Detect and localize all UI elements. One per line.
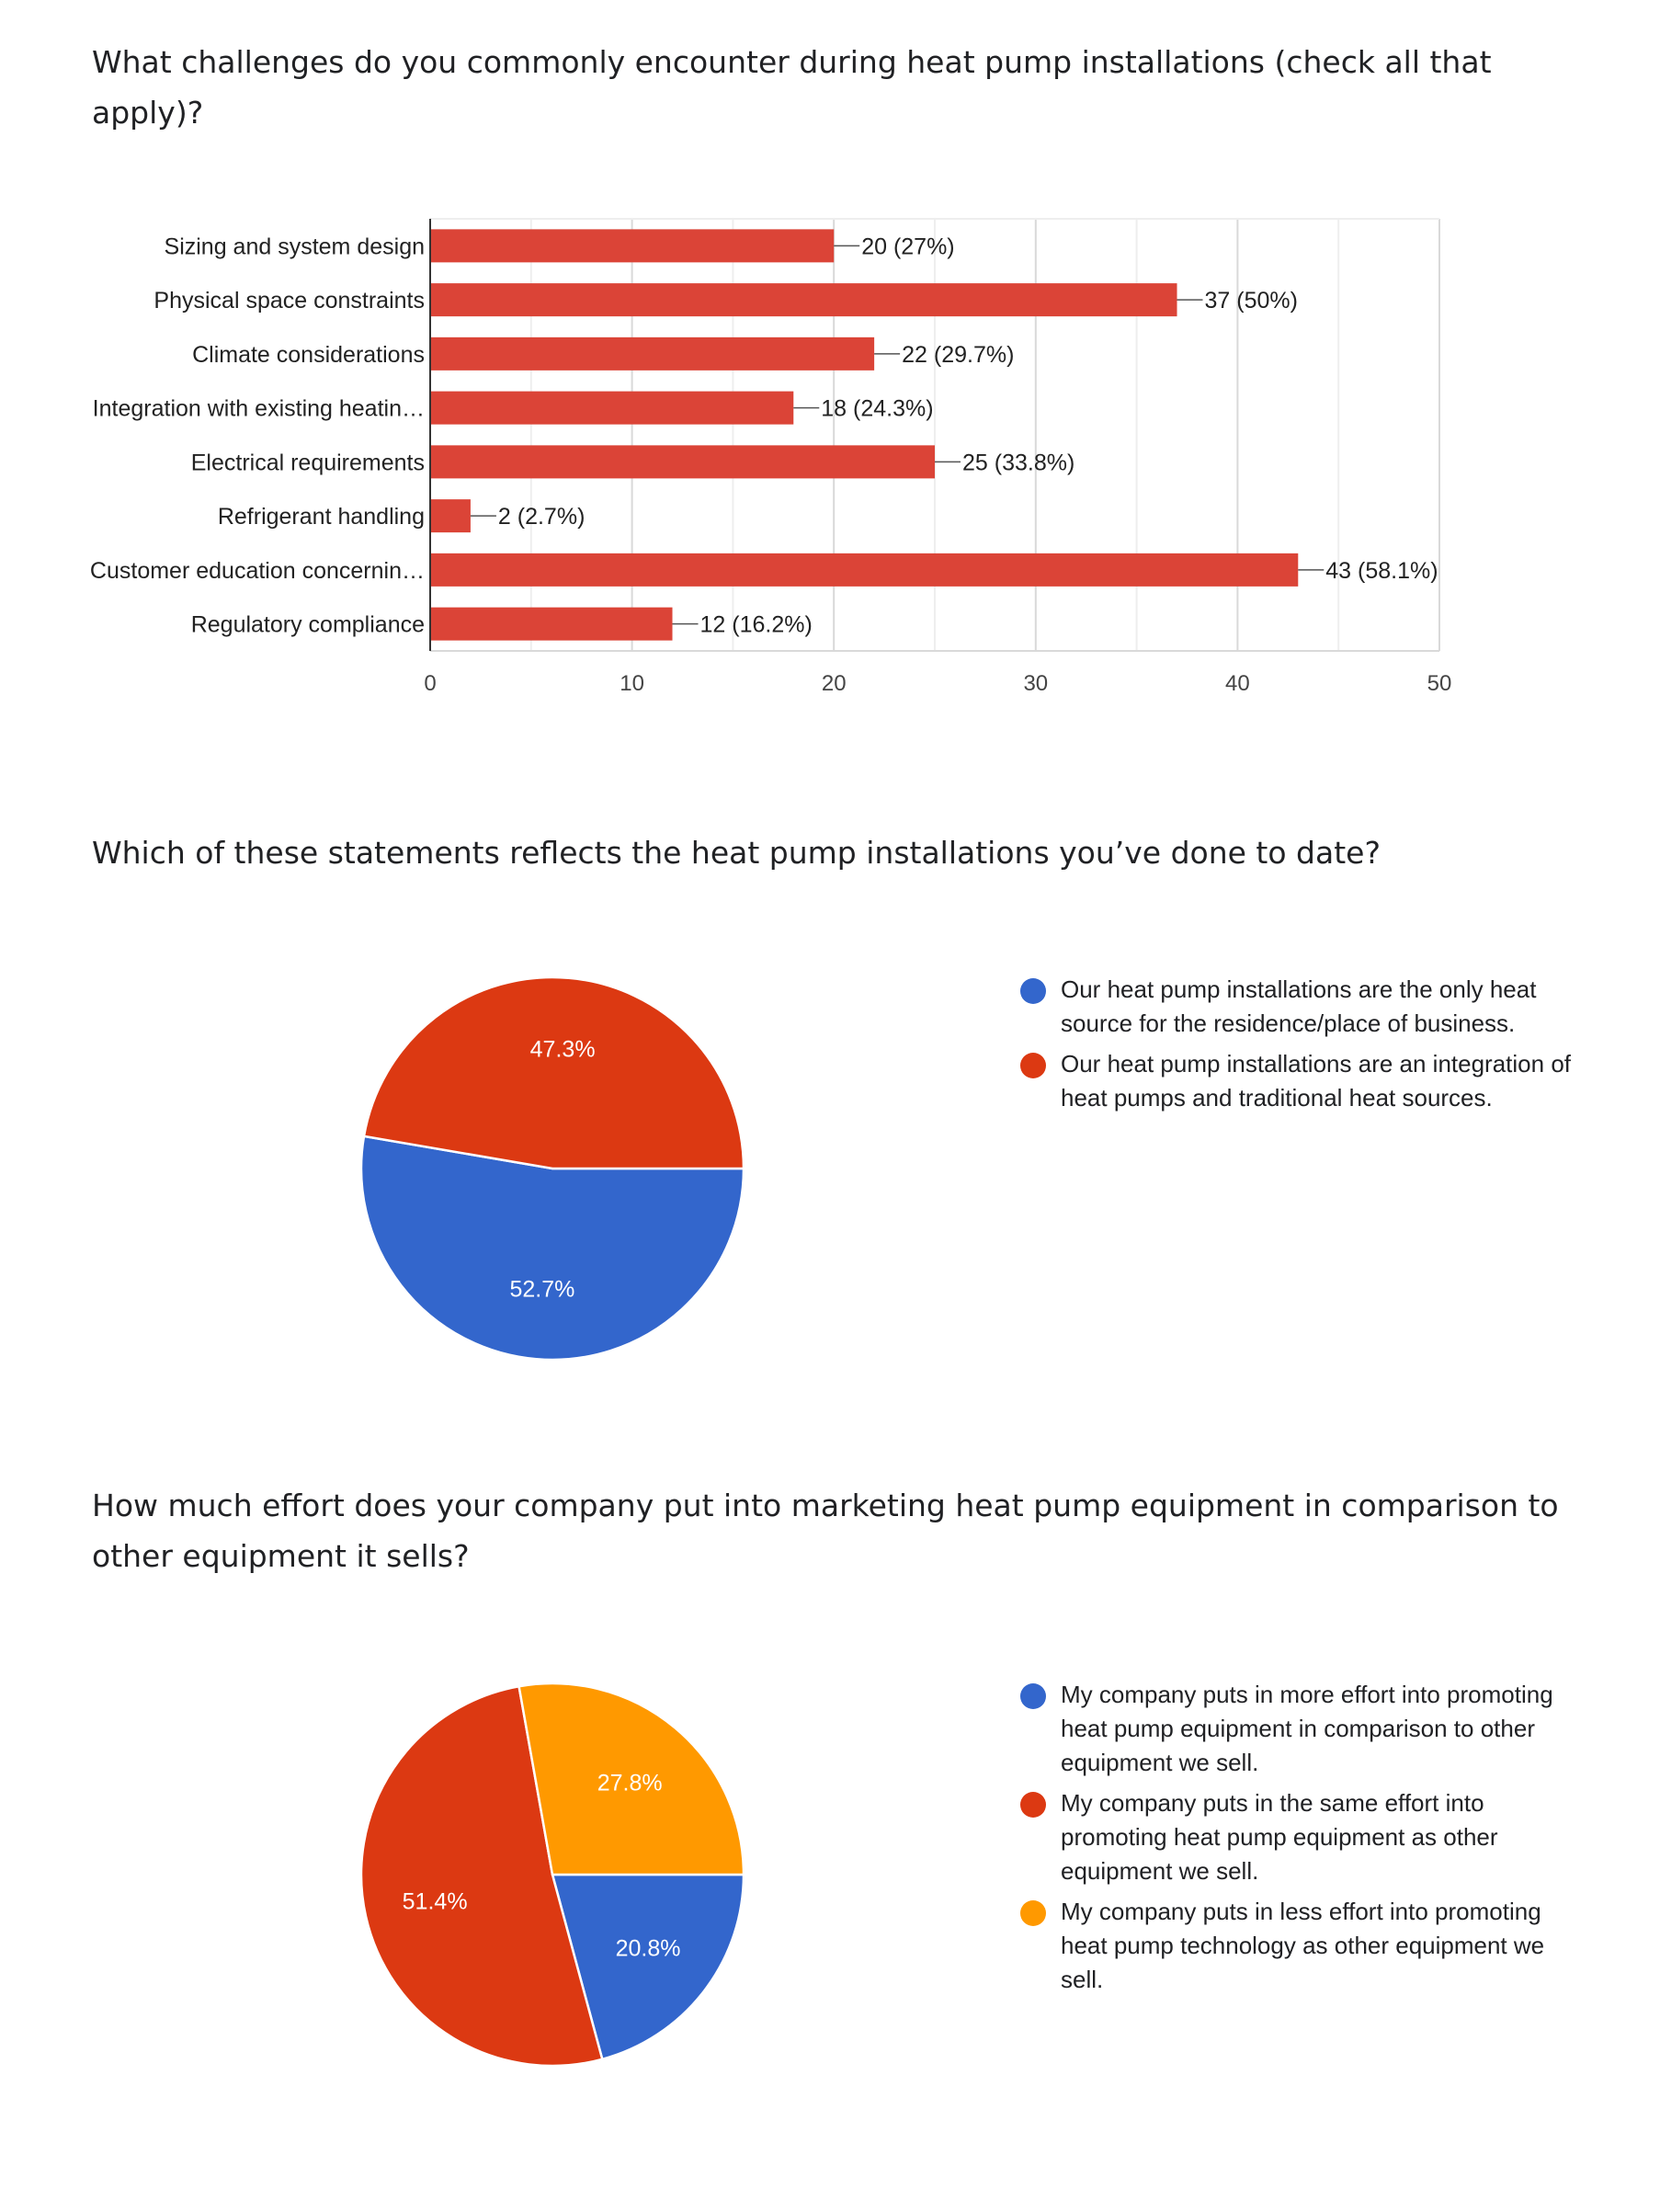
category-label: Integration with existing heatin…: [93, 396, 425, 422]
legend-label: My company puts in more effort into prom…: [1061, 1681, 1553, 1776]
category-label: Regulatory compliance: [191, 612, 425, 638]
legend-item: My company puts in less effort into prom…: [1020, 1895, 1572, 1997]
question-2-title: Which of these statements reflects the h…: [92, 835, 1381, 871]
pie-slice: [359, 1135, 745, 1362]
pie-slice-label: 52.7%: [509, 1277, 574, 1303]
data-label: 22 (29.7%): [902, 342, 1014, 368]
data-label: 37 (50%): [1205, 288, 1298, 314]
legend-label: Our heat pump installations are an integ…: [1061, 1050, 1572, 1112]
category-label: Customer education concernin…: [90, 558, 425, 584]
question-1-title: What challenges do you commonly encounte…: [92, 44, 1492, 131]
legend-swatch-icon: [1020, 978, 1046, 1004]
legend-swatch-icon: [1020, 1900, 1046, 1926]
legend-label: Our heat pump installations are the only…: [1061, 975, 1537, 1037]
x-tick-label: 50: [1427, 671, 1452, 696]
category-label: Physical space constraints: [153, 288, 425, 314]
pie-slice: [551, 1873, 745, 2061]
legend-item: Our heat pump installations are the only…: [1020, 973, 1572, 1041]
pie-2-legend: My company puts in more effort into prom…: [1020, 1678, 1572, 2003]
bar: [430, 283, 1177, 317]
question-3-title: How much effort does your company put in…: [92, 1488, 1559, 1574]
data-label: 25 (33.8%): [962, 450, 1074, 475]
category-label: Refrigerant handling: [218, 504, 425, 530]
legend-swatch-icon: [1020, 1683, 1046, 1709]
x-tick-label: 40: [1225, 671, 1250, 696]
legend-label: My company puts in less effort into prom…: [1061, 1898, 1545, 1993]
legend-item: My company puts in more effort into prom…: [1020, 1678, 1572, 1780]
data-label: 12 (16.2%): [700, 612, 813, 638]
bar: [430, 391, 794, 425]
legend-label: My company puts in the same effort into …: [1061, 1789, 1498, 1885]
legend-item: My company puts in the same effort into …: [1020, 1786, 1572, 1888]
pie-slice-label: 47.3%: [530, 1036, 596, 1062]
bar: [430, 229, 835, 263]
bar: [430, 336, 875, 371]
category-label: Electrical requirements: [191, 450, 425, 475]
category-label: Climate considerations: [192, 342, 425, 368]
data-label: 2 (2.7%): [498, 504, 585, 530]
x-tick-label: 30: [1023, 671, 1048, 696]
bar: [430, 607, 673, 641]
data-label: 43 (58.1%): [1325, 558, 1438, 584]
data-label: 20 (27%): [861, 234, 954, 259]
bar: [430, 445, 935, 479]
bar: [430, 499, 471, 533]
pie-slice: [359, 1684, 604, 2068]
pie-slice: [362, 975, 745, 1170]
x-tick-label: 20: [822, 671, 847, 696]
category-label: Sizing and system design: [165, 234, 425, 259]
legend-item: Our heat pump installations are an integ…: [1020, 1047, 1572, 1115]
legend-swatch-icon: [1020, 1053, 1046, 1078]
pie-slice-label: 51.4%: [403, 1889, 468, 1915]
pie-1-legend: Our heat pump installations are the only…: [1020, 973, 1572, 1122]
pie-slice-label: 27.8%: [597, 1771, 663, 1796]
x-tick-label: 10: [620, 671, 644, 696]
pie-slice-label: 20.8%: [616, 1936, 681, 1962]
pie-slice: [517, 1682, 745, 1876]
x-tick-label: 0: [424, 671, 436, 696]
legend-swatch-icon: [1020, 1792, 1046, 1818]
data-label: 18 (24.3%): [821, 396, 933, 422]
bar: [430, 553, 1299, 587]
bar-chart: 20 (27%) Sizing and system design 37 (50%)…: [90, 218, 1452, 696]
